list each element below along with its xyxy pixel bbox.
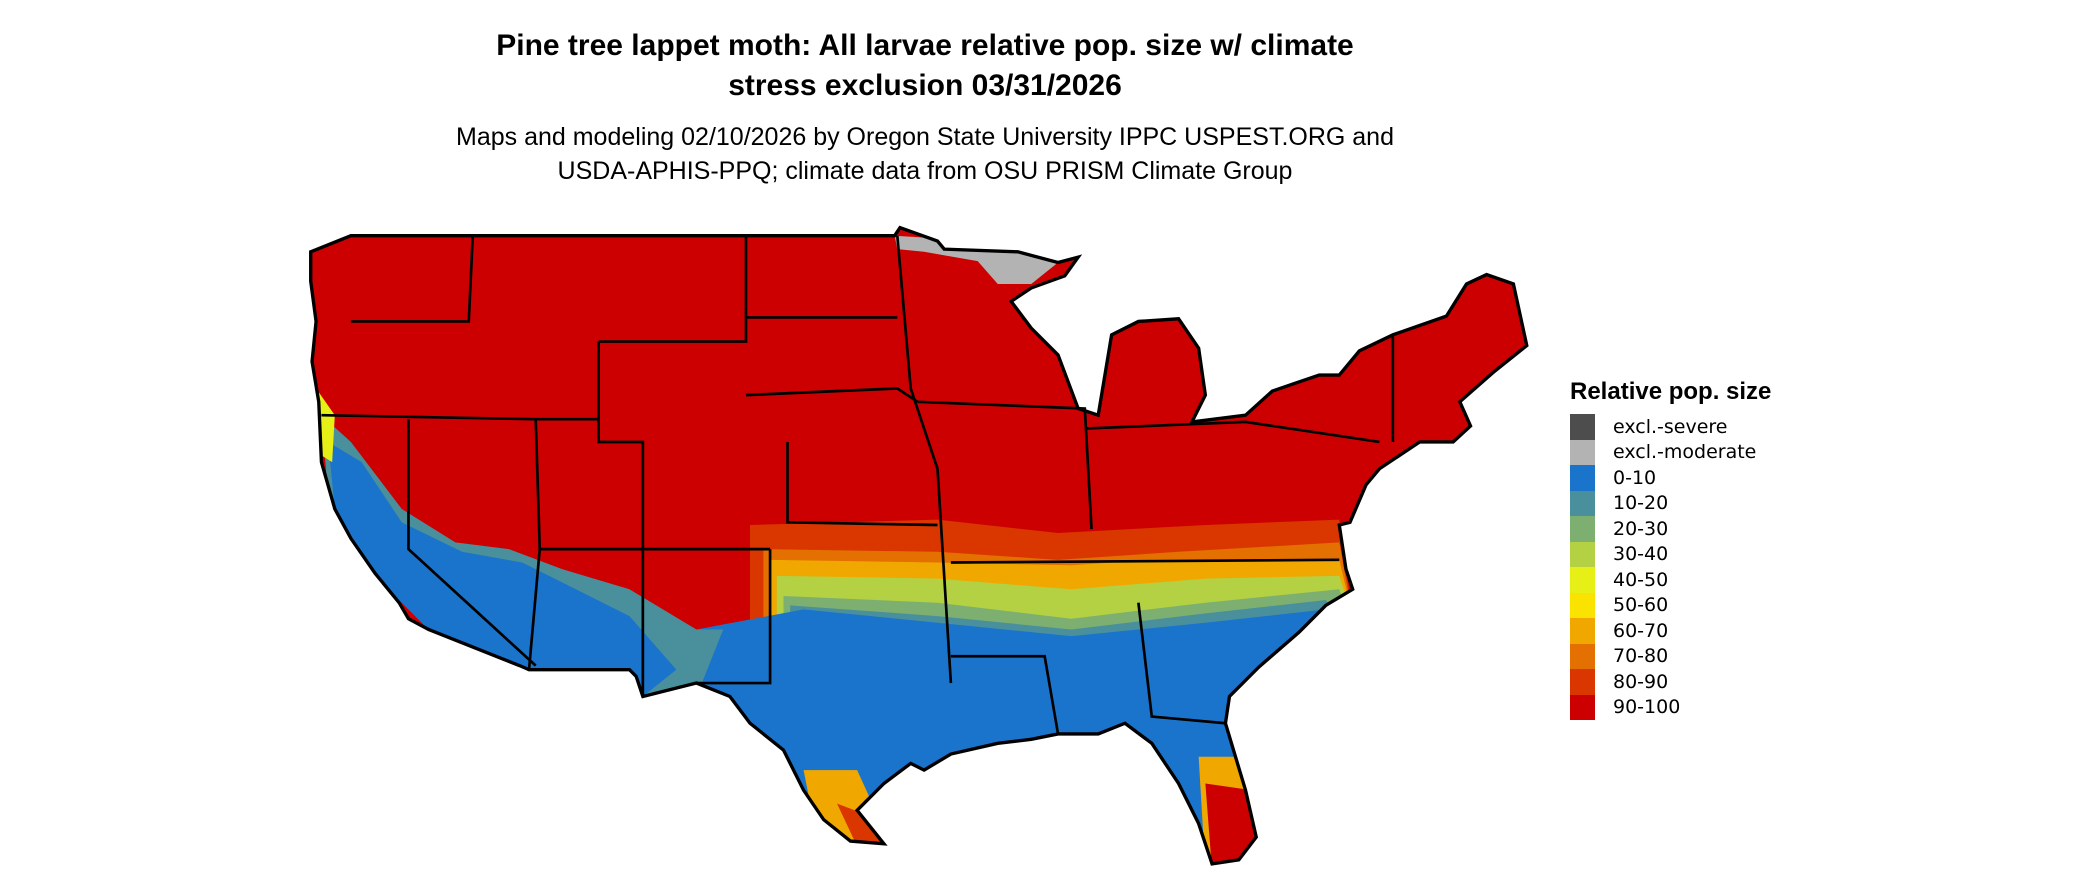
legend-swatch <box>1570 694 1595 720</box>
legend-label: 30-40 <box>1613 543 1669 566</box>
legend-swatch <box>1570 465 1595 491</box>
region-80-90-texas <box>837 803 891 851</box>
legend-label: 70-80 <box>1613 645 1669 668</box>
map-title: Pine tree lappet moth: All larvae relati… <box>0 26 1850 106</box>
legend-swatch <box>1570 618 1595 644</box>
state-line-ca-nv <box>407 419 537 667</box>
region-90-100-florida <box>1205 783 1266 864</box>
state-line-ia-mo <box>917 400 1093 530</box>
legend-item: excl.-moderate <box>1570 439 1771 465</box>
legend-label: 0-10 <box>1613 466 1657 489</box>
state-line-nv-az <box>527 419 542 670</box>
map-subtitle: Maps and modeling 02/10/2026 by Oregon S… <box>0 120 1850 188</box>
subtitle-line-2: USDA-APHIS-PPQ; climate data from OSU PR… <box>557 157 1293 185</box>
legend: Relative pop. size excl.-severe excl.-mod… <box>1570 378 1771 720</box>
legend-item: 0-10 <box>1570 465 1771 491</box>
legend-swatch <box>1570 516 1595 542</box>
state-line-wy-mt <box>598 235 748 343</box>
legend-item: 60-70 <box>1570 618 1771 644</box>
legend-item: 10-20 <box>1570 490 1771 516</box>
legend-label: 10-20 <box>1613 492 1669 515</box>
legend-label: 50-60 <box>1613 594 1669 617</box>
state-line-co-ks <box>786 441 938 527</box>
state-boundaries <box>321 235 1395 735</box>
legend-item: 90-100 <box>1570 694 1771 720</box>
state-line-nm-tx <box>696 549 772 685</box>
legend-label: 40-50 <box>1613 568 1669 591</box>
legend-item: 30-40 <box>1570 541 1771 567</box>
legend-swatch <box>1570 490 1595 516</box>
legend-swatch <box>1570 414 1595 440</box>
legend-title: Relative pop. size <box>1570 378 1772 405</box>
state-line-al-ga <box>1137 602 1226 725</box>
title-line-1: Pine tree lappet moth: All larvae relati… <box>496 29 1354 62</box>
legend-item: 20-30 <box>1570 516 1771 542</box>
state-line-midwest <box>895 235 953 684</box>
legend-label: 80-90 <box>1613 670 1669 693</box>
state-line-la-ms <box>950 654 1060 735</box>
region-0-10-west <box>328 441 677 697</box>
legend-swatch <box>1570 669 1595 695</box>
legend-swatch <box>1570 643 1595 669</box>
legend-swatch <box>1570 567 1595 593</box>
title-line-2: stress exclusion 03/31/2026 <box>728 69 1122 102</box>
legend-item: 70-80 <box>1570 643 1771 669</box>
legend-swatch <box>1570 541 1595 567</box>
legend-swatch <box>1570 592 1595 618</box>
legend-label: excl.-severe <box>1613 415 1728 438</box>
legend-label: 60-70 <box>1613 619 1669 642</box>
subtitle-line-1: Maps and modeling 02/10/2026 by Oregon S… <box>456 123 1394 151</box>
region-excl-moderate <box>894 235 1059 284</box>
legend-item: 50-60 <box>1570 592 1771 618</box>
legend-swatch <box>1570 439 1595 465</box>
state-line-sd-ne <box>745 387 919 403</box>
legend-item: 80-90 <box>1570 669 1771 695</box>
state-line-tn-ky <box>950 558 1340 564</box>
legend-item: excl.-severe <box>1570 414 1771 440</box>
state-line-wa-or <box>350 235 475 323</box>
legend-label: excl.-moderate <box>1613 441 1757 464</box>
state-line-ut <box>597 341 645 697</box>
legend-item: 40-50 <box>1570 567 1771 593</box>
state-line-oh-pa <box>1084 420 1380 444</box>
legend-label: 90-100 <box>1613 696 1681 719</box>
legend-label: 20-30 <box>1613 517 1669 540</box>
